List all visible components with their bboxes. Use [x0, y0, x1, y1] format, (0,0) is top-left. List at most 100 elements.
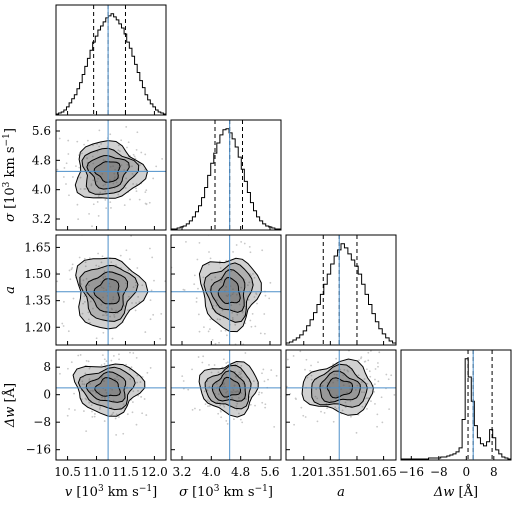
scatter-point — [220, 416, 223, 419]
scatter-point — [120, 164, 123, 166]
scatter-point — [85, 293, 88, 296]
scatter-point — [219, 260, 221, 263]
panel-frame — [400, 349, 512, 461]
scatter-point — [56, 280, 59, 283]
scatter-point — [100, 286, 103, 289]
scatter-point — [88, 321, 91, 324]
scatter-point — [19, 322, 21, 324]
scatter-point — [263, 380, 266, 383]
scatter-point — [91, 389, 94, 392]
scatter-point — [123, 204, 126, 207]
y-axis-label-a: a — [3, 286, 18, 294]
scatter-point — [136, 381, 138, 384]
scatter-point — [136, 131, 139, 134]
scatter-point — [197, 356, 200, 358]
scatter-point — [131, 401, 134, 403]
y-tick-label-dw-3: 8 — [43, 360, 51, 374]
scatter-point — [239, 418, 242, 421]
scatter-point — [75, 165, 77, 168]
scatter-point — [102, 277, 105, 280]
scatter-point — [96, 201, 99, 203]
scatter-point — [99, 191, 102, 194]
scatter-point — [134, 309, 137, 312]
scatter-point — [117, 378, 120, 381]
scatter-point — [112, 165, 115, 167]
scatter-point — [226, 390, 229, 393]
scatter-point — [111, 308, 114, 311]
scatter-point — [374, 403, 376, 405]
scatter-point — [393, 393, 396, 396]
scatter-point — [203, 390, 206, 393]
scatter-point — [119, 254, 122, 257]
scatter-point — [261, 249, 264, 252]
scatter-point — [309, 369, 312, 372]
scatter-point — [95, 180, 98, 183]
scatter-point — [222, 358, 225, 361]
scatter-point — [377, 365, 379, 368]
scatter-point — [89, 390, 92, 392]
scatter-point — [113, 176, 116, 179]
scatter-point — [109, 133, 112, 136]
x-tick-label-a-2: 1.50 — [344, 465, 371, 479]
scatter-point — [188, 402, 190, 404]
scatter-point — [109, 285, 112, 288]
scatter-point — [224, 348, 226, 350]
scatter-point — [136, 267, 139, 269]
scatter-point — [224, 329, 227, 332]
scatter-point — [148, 201, 151, 204]
scatter-point — [105, 360, 108, 363]
scatter-point — [88, 401, 91, 404]
scatter-point — [202, 276, 205, 279]
scatter-point — [185, 240, 187, 243]
scatter-point — [100, 303, 103, 306]
scatter-point — [253, 296, 256, 298]
panel-frame — [170, 119, 282, 231]
scatter-point — [253, 276, 256, 279]
scatter-point — [110, 261, 113, 264]
scatter-point — [84, 265, 87, 268]
scatter-point — [102, 159, 105, 161]
scatter-point — [198, 330, 201, 333]
scatter-point — [221, 385, 224, 388]
scatter-point — [77, 354, 80, 357]
scatter-point — [76, 203, 79, 206]
scatter-point — [322, 384, 324, 387]
scatter-point — [52, 268, 54, 270]
scatter-point — [91, 415, 94, 418]
scatter-point — [263, 332, 266, 335]
scatter-point — [264, 406, 267, 409]
scatter-point — [129, 378, 132, 380]
scatter-point — [88, 212, 90, 215]
scatter-point — [135, 148, 138, 151]
scatter-point — [150, 289, 153, 292]
scatter-point — [240, 370, 243, 373]
scatter-point — [56, 168, 59, 171]
scatter-point — [110, 301, 113, 304]
scatter-point — [111, 337, 114, 340]
scatter-point — [335, 373, 338, 376]
y-tick-label-dw-0: −16 — [26, 443, 51, 457]
scatter-point — [123, 407, 126, 410]
y-tick-label-a-2: 1.50 — [24, 267, 51, 281]
scatter-point — [264, 403, 267, 406]
panel-frame — [170, 234, 282, 346]
scatter-point — [87, 311, 90, 314]
scatter-point — [104, 275, 107, 278]
scatter-point — [92, 203, 95, 206]
scatter-point — [118, 289, 121, 292]
scatter-point — [99, 113, 101, 115]
scatter-point — [214, 276, 217, 279]
scatter-point — [69, 278, 72, 281]
scatter-point — [323, 411, 326, 414]
scatter-point — [181, 375, 184, 378]
scatter-point — [95, 264, 98, 267]
scatter-point — [314, 395, 317, 398]
scatter-point — [113, 316, 116, 318]
scatter-point — [223, 382, 226, 385]
scatter-point — [402, 394, 404, 396]
scatter-point — [79, 354, 82, 356]
scatter-point — [230, 391, 233, 393]
scatter-point — [141, 376, 144, 378]
scatter-point — [237, 397, 240, 399]
scatter-point — [137, 394, 140, 397]
